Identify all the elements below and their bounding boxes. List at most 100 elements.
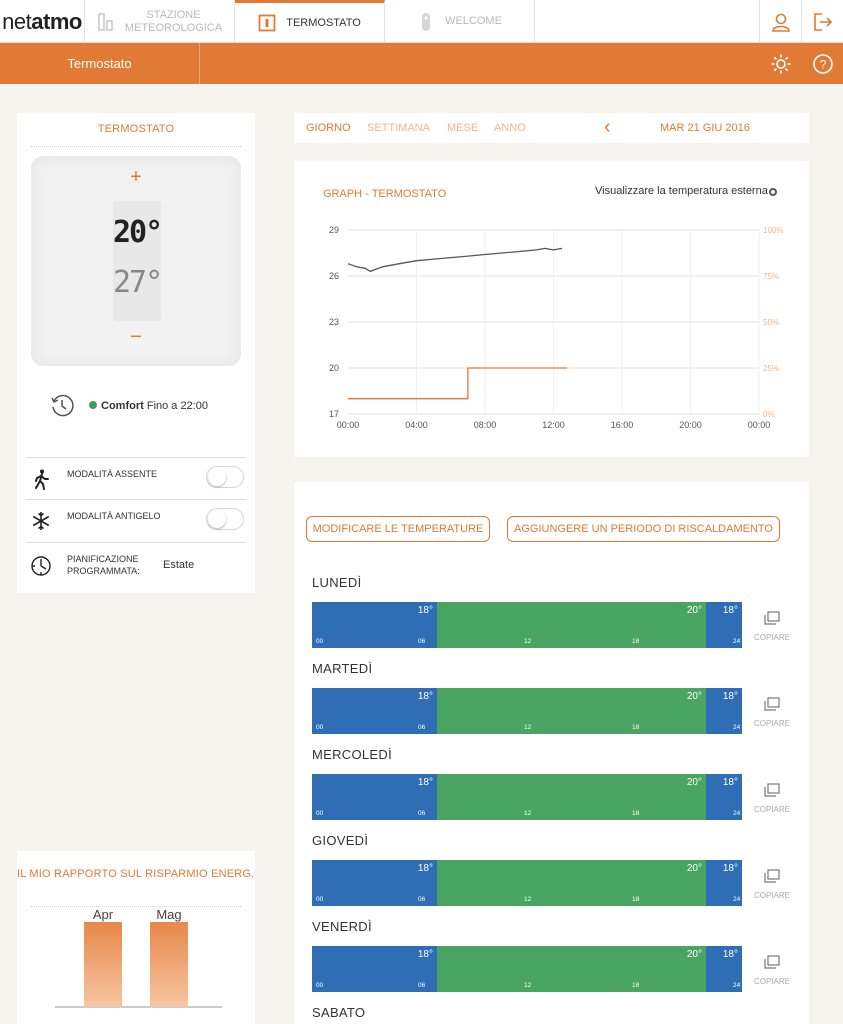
logout-button[interactable]	[801, 0, 843, 43]
cold-period-segment[interactable]: 18°	[706, 860, 742, 906]
hour-tick-label: 18	[632, 896, 640, 903]
outdoor-temp-label: Visualizzare la temperatura esterna	[595, 185, 768, 197]
hour-tick-label: 18	[632, 810, 640, 817]
segment-temperature: 18°	[417, 691, 433, 702]
edit-temperatures-button[interactable]: MODIFICARE LE TEMPERATURE	[306, 516, 490, 542]
hour-tick-label: 00	[316, 724, 324, 731]
segment-temperature: 18°	[417, 777, 433, 788]
cold-period-segment[interactable]: 18°	[312, 688, 437, 734]
add-heating-period-button[interactable]: AGGIUNGERE UN PERIODO DI RISCALDAMENTO	[507, 516, 780, 542]
thermostat-icon	[258, 14, 276, 32]
day-schedule-bar[interactable]: 18° 20° 18° 00 06 12 18 24	[312, 946, 742, 992]
energy-report-card[interactable]: IL MIO RAPPORTO SUL RISPARMIO ENERG... A…	[17, 851, 255, 1024]
schedule-dial-icon	[31, 556, 51, 576]
hour-tick-label: 24	[733, 982, 741, 989]
y-tick-label: 20	[329, 363, 339, 373]
decrease-temp-button[interactable]: −	[130, 326, 142, 348]
mode-status: Comfort Fino a 22:00	[49, 393, 208, 419]
frost-mode-toggle[interactable]	[206, 508, 244, 530]
copy-day-button[interactable]: COPIARE	[754, 783, 790, 814]
hour-tick-label: 18	[632, 982, 640, 989]
day-schedule-bar[interactable]: 18° 20° 18° 00 06 12 18 24	[312, 860, 742, 906]
cold-period-segment[interactable]: 18°	[706, 688, 742, 734]
copy-day-button[interactable]: COPIARE	[754, 697, 790, 728]
cold-period-segment[interactable]: 18°	[312, 946, 437, 992]
y-right-tick-label: 100%	[763, 226, 783, 235]
divider	[31, 146, 241, 147]
settings-gear-icon[interactable]	[770, 53, 792, 75]
day-schedule-bar[interactable]: 18° 20° 18° 00 06 12 18 24	[312, 774, 742, 820]
comfort-period-segment[interactable]: 20°	[437, 946, 706, 992]
tab-weather-station[interactable]: STAZIONE METEOROLOGICA	[85, 0, 235, 43]
comfort-period-segment[interactable]: 20°	[437, 688, 706, 734]
segment-temperature: 20°	[686, 605, 702, 616]
y-right-tick-label: 25%	[763, 364, 779, 373]
schedule-label: PIANIFICAZIONE PROGRAMMATA:	[67, 554, 140, 576]
period-day-tab[interactable]: GIORNO	[306, 122, 351, 134]
svg-text:?: ?	[820, 58, 827, 72]
graph-title: GRAPH - TERMOSTATO	[323, 188, 447, 200]
comfort-period-segment[interactable]: 20°	[437, 602, 706, 648]
period-week-tab[interactable]: SETTIMANA	[367, 122, 430, 134]
segment-temperature: 20°	[686, 949, 702, 960]
tab-thermostat[interactable]: TERMOSTATO	[235, 0, 385, 43]
hour-tick-label: 24	[733, 724, 741, 731]
period-year-tab[interactable]: ANNO	[494, 122, 526, 134]
hour-tick-label: 24	[733, 638, 741, 645]
y-right-tick-label: 75%	[763, 272, 779, 281]
copy-day-button[interactable]: COPIARE	[754, 955, 790, 986]
cold-period-segment[interactable]: 18°	[706, 774, 742, 820]
report-bar-label: Mag	[156, 907, 181, 922]
tab-welcome[interactable]: WELCOME	[385, 0, 535, 43]
walking-person-icon	[35, 469, 49, 490]
segment-temperature: 20°	[686, 691, 702, 702]
cold-period-segment[interactable]: 18°	[312, 774, 437, 820]
energy-report-title: IL MIO RAPPORTO SUL RISPARMIO ENERG...	[17, 868, 255, 880]
help-icon[interactable]: ?	[812, 53, 834, 75]
report-bar[interactable]	[84, 922, 122, 1007]
page-title: Termostato	[0, 43, 200, 84]
y-right-tick-label: 50%	[763, 318, 779, 327]
current-date: MAR 21 GIU 2016	[660, 122, 750, 134]
frost-mode-label: MODALITÀ ANTIGELO	[67, 511, 161, 521]
comfort-dot	[89, 401, 97, 409]
copy-day-button[interactable]: COPIARE	[754, 869, 790, 900]
report-bar[interactable]	[150, 922, 188, 1007]
cold-period-segment[interactable]: 18°	[312, 860, 437, 906]
schedule-row[interactable]: PIANIFICAZIONE PROGRAMMATA: Estate	[26, 542, 246, 590]
x-tick-label: 08:00	[474, 420, 497, 430]
logo-atmo: atmo	[31, 8, 82, 34]
frost-mode-row: MODALITÀ ANTIGELO	[26, 499, 246, 542]
copy-label: COPIARE	[754, 977, 791, 986]
day-schedule-bar[interactable]: 18° 20° 18° 00 06 12 18 24	[312, 688, 742, 734]
day-label: GIOVEDÌ	[312, 833, 369, 848]
netatmo-logo[interactable]: net atmo	[0, 0, 85, 43]
hour-tick-label: 12	[524, 724, 532, 731]
outdoor-temp-radio[interactable]	[769, 188, 777, 196]
period-selector: GIORNO SETTIMANA MESE ANNO ‹ MAR 21 GIU …	[294, 113, 809, 143]
away-mode-toggle[interactable]	[206, 466, 244, 488]
thermostat-screen: 20° 27°	[113, 201, 163, 321]
setpoint-temperature: 20°	[113, 215, 163, 250]
tab-thermostat-label: TERMOSTATO	[286, 16, 361, 29]
tab-welcome-label: WELCOME	[445, 15, 502, 27]
cold-period-segment[interactable]: 18°	[312, 602, 437, 648]
previous-date-chevron-icon[interactable]: ‹	[604, 116, 611, 138]
increase-temp-button[interactable]: +	[130, 166, 142, 188]
comfort-period-segment[interactable]: 20°	[437, 860, 706, 906]
cold-period-segment[interactable]: 18°	[706, 602, 742, 648]
day-label: MARTEDÌ	[312, 661, 373, 676]
user-account-button[interactable]	[759, 0, 801, 43]
cold-period-segment[interactable]: 18°	[706, 946, 742, 992]
segment-temperature: 18°	[722, 605, 738, 616]
period-month-tab[interactable]: MESE	[447, 122, 479, 134]
copy-label: COPIARE	[754, 805, 791, 814]
day-label: MERCOLEDÌ	[312, 747, 392, 762]
comfort-period-segment[interactable]: 20°	[437, 774, 706, 820]
copy-day-button[interactable]: COPIARE	[754, 611, 790, 642]
y-tick-label: 29	[329, 225, 339, 235]
y-right-tick-label: 0%	[763, 410, 775, 419]
temperature-graph-card: GRAPH - TERMOSTATO Visualizzare la tempe…	[294, 161, 809, 457]
segment-temperature: 18°	[722, 949, 738, 960]
day-schedule-bar[interactable]: 18° 20° 18° 00 06 12 18 24	[312, 602, 742, 648]
